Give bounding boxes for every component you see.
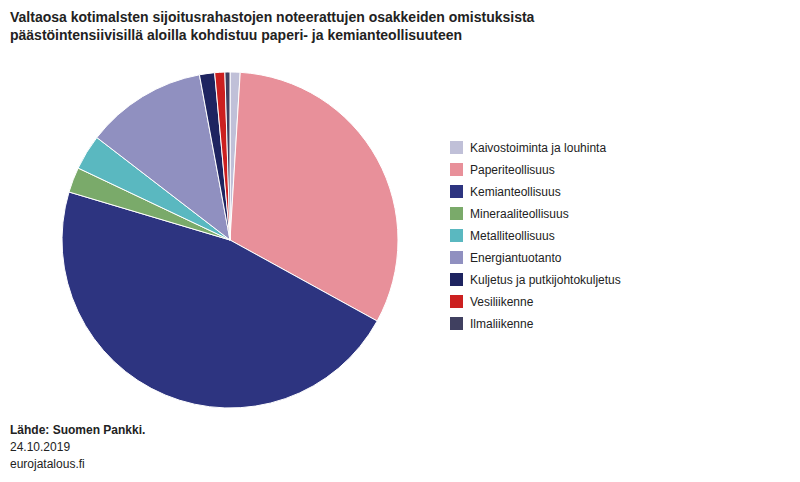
pie-slice [225, 72, 230, 240]
legend-swatch [450, 163, 463, 176]
legend-swatch [450, 295, 463, 308]
legend-label: Vesiliikenne [470, 295, 534, 309]
legend-item: Mineraaliteollisuus [450, 207, 569, 221]
footnote: Lähde: Suomen Pankki. [10, 423, 145, 437]
legend-item: Ilmaliikenne [450, 317, 534, 331]
footnote: eurojatalous.fi [10, 457, 85, 471]
legend-label: Metalliteollisuus [470, 229, 555, 243]
pie [62, 72, 398, 408]
legend-label: Kaivostoiminta ja louhinta [470, 141, 606, 155]
pie-slice [199, 73, 230, 240]
footnote: 24.10.2019 [10, 440, 70, 454]
legend-label: Ilmaliikenne [470, 317, 534, 331]
legend-label: Paperiteollisuus [470, 163, 555, 177]
legend-label: Kemianteollisuus [470, 185, 561, 199]
legend-item: Kemianteollisuus [450, 185, 561, 199]
chart: Valtaosa kotimalsten sijoitusrahastojen … [0, 0, 800, 482]
pie-slice [215, 72, 230, 240]
legend-swatch [450, 141, 463, 154]
legend-item: Energiantuotanto [450, 251, 562, 265]
legend-swatch [450, 207, 463, 220]
legend-swatch [450, 229, 463, 242]
title: Valtaosa kotimalsten sijoitusrahastojen … [10, 9, 535, 43]
legend: Kaivostoiminta ja louhinta Paperiteollisu… [450, 141, 621, 331]
legend-item: Paperiteollisuus [450, 163, 555, 177]
legend-label: Mineraaliteollisuus [470, 207, 569, 221]
legend-item: Metalliteollisuus [450, 229, 555, 243]
legend-label: Kuljetus ja putkijohtokuljetus [470, 273, 621, 287]
legend-swatch [450, 251, 463, 264]
legend-item: Kaivostoiminta ja louhinta [450, 141, 606, 155]
legend-swatch [450, 273, 463, 286]
legend-label: Energiantuotanto [470, 251, 562, 265]
legend-item: Kuljetus ja putkijohtokuljetus [450, 273, 621, 287]
legend-item: Vesiliikenne [450, 295, 534, 309]
legend-swatch [450, 185, 463, 198]
legend-swatch [450, 317, 463, 330]
